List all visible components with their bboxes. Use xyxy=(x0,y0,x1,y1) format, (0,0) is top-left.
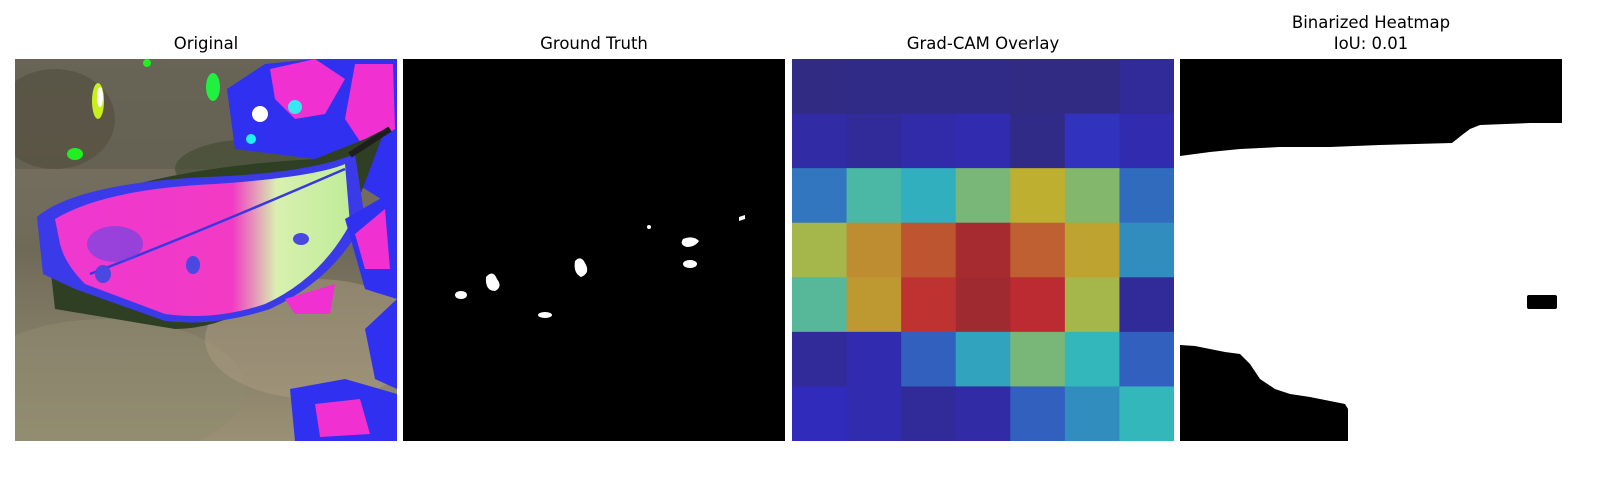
heatmap-cell xyxy=(1010,386,1066,441)
heatmap-cell xyxy=(846,277,902,333)
heatmap-cell xyxy=(901,113,957,169)
heatmap-cell xyxy=(792,331,848,387)
heatmap-cell xyxy=(792,277,848,333)
heatmap-cell xyxy=(1064,113,1120,169)
panel-title: Binarized Heatmap xyxy=(1291,13,1451,32)
panel-original: Original xyxy=(15,0,397,500)
heatmap-cell xyxy=(1010,59,1066,115)
heatmap-cell xyxy=(846,113,902,169)
heatmap-cell xyxy=(792,222,848,278)
binarized-mask xyxy=(1180,59,1562,441)
ground-truth-mask xyxy=(403,59,785,441)
heatmap-cell xyxy=(1119,222,1174,278)
panel-title: Grad-CAM Overlay xyxy=(906,34,1060,53)
heatmap-cell xyxy=(901,277,957,333)
heatmap-cell xyxy=(1064,59,1120,115)
heatmap-cell xyxy=(1119,59,1174,115)
panel-gradcam-overlay: Grad-CAM Overlay xyxy=(792,0,1174,500)
heatmap-cell xyxy=(1010,222,1066,278)
heatmap-cell xyxy=(1064,277,1120,333)
panel-title: Original xyxy=(173,34,239,53)
iou-label: IoU: 0.01 xyxy=(1333,34,1409,53)
heatmap-cell xyxy=(955,59,1011,115)
heatmap-cell xyxy=(1119,386,1174,441)
heatmap-cell xyxy=(1064,222,1120,278)
heatmap-cell xyxy=(1064,168,1120,224)
heatmap-cell xyxy=(1010,277,1066,333)
heatmap-cell xyxy=(901,222,957,278)
heatmap-cell xyxy=(901,59,957,115)
heatmap-cell xyxy=(846,222,902,278)
heatmap-cell xyxy=(955,386,1011,441)
heatmap-cell xyxy=(955,113,1011,169)
original-image xyxy=(15,59,397,441)
heatmap-cell xyxy=(955,331,1011,387)
heatmap-cell xyxy=(792,113,848,169)
heatmap-cell xyxy=(1010,168,1066,224)
heatmap-cell xyxy=(1010,331,1066,387)
heatmap-cell xyxy=(901,331,957,387)
heatmap-cell xyxy=(846,59,902,115)
gradcam-heatmap xyxy=(792,59,1174,441)
heatmap-cell xyxy=(1119,277,1174,333)
heatmap-cell xyxy=(1064,331,1120,387)
heatmap-cell xyxy=(1064,386,1120,441)
heatmap-cell xyxy=(1119,168,1174,224)
heatmap-cell xyxy=(846,386,902,441)
panel-binarized-heatmap: Binarized Heatmap IoU: 0.01 xyxy=(1180,0,1562,500)
panel-ground-truth: Ground Truth xyxy=(403,0,785,500)
heatmap-cell xyxy=(792,386,848,441)
heatmap-cell xyxy=(955,168,1011,224)
heatmap-cell xyxy=(1119,113,1174,169)
heatmap-cell xyxy=(901,386,957,441)
heatmap-cell xyxy=(846,168,902,224)
heatmap-cell xyxy=(792,168,848,224)
heatmap-cell xyxy=(792,59,848,115)
heatmap-cell xyxy=(955,277,1011,333)
panel-title: Ground Truth xyxy=(540,34,648,53)
heatmap-cell xyxy=(901,168,957,224)
heatmap-cell xyxy=(846,331,902,387)
heatmap-cell xyxy=(1010,113,1066,169)
heatmap-cell xyxy=(955,222,1011,278)
heatmap-cell xyxy=(1119,331,1174,387)
